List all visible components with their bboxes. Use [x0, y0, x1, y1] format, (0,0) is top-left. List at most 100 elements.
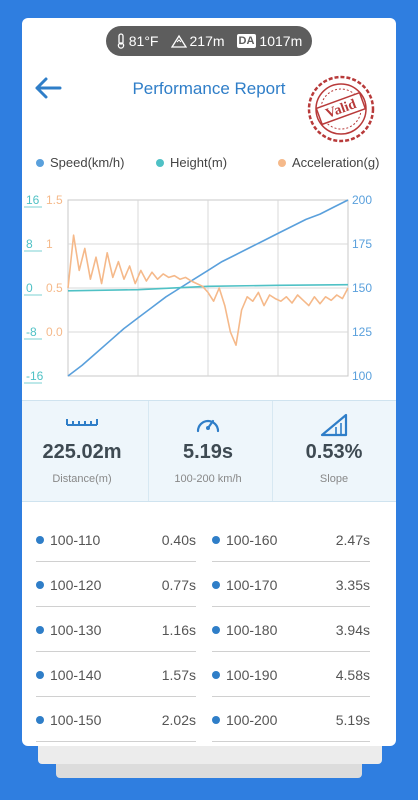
- split-row: 100-120 0.77s 100-170 3.35s: [22, 563, 396, 608]
- split-time: 2.47s: [335, 532, 370, 548]
- split-item: 100-150 2.02s: [36, 712, 196, 730]
- split-underline: [212, 606, 370, 607]
- split-underline: [212, 741, 370, 742]
- split-row: 100-110 0.40s 100-160 2.47s: [22, 518, 396, 563]
- acceleration-axis-tick-label: 1: [46, 237, 53, 251]
- legend-speed: Speed(km/h): [36, 155, 124, 170]
- slope-icon: [320, 413, 348, 437]
- split-bullet: [212, 626, 220, 634]
- legend-acceleration-swatch: [278, 158, 286, 167]
- split-range: 100-160: [226, 532, 278, 548]
- split-item: 100-190 4.58s: [212, 667, 370, 685]
- split-time: 1.57s: [161, 667, 196, 683]
- split-underline: [212, 561, 370, 562]
- split-item: 100-110 0.40s: [36, 532, 196, 550]
- thermometer-icon: [117, 33, 125, 49]
- speed-axis-tick-label: 175: [352, 237, 372, 251]
- split-bullet: [212, 716, 220, 724]
- altitude-status: 217m: [170, 33, 225, 49]
- valid-stamp: Valid: [307, 75, 375, 143]
- temperature-value: 81°F: [128, 33, 159, 49]
- split-row: 100-140 1.57s 100-190 4.58s: [22, 653, 396, 698]
- split-range: 100-170: [226, 577, 278, 593]
- split-time: 0.77s: [161, 577, 196, 593]
- split-time: 3.94s: [335, 622, 370, 638]
- speed-axis-tick-label: 125: [352, 325, 372, 339]
- altitude-value: 217m: [189, 33, 225, 49]
- slope-label: Slope: [319, 473, 349, 485]
- split-underline: [36, 651, 196, 652]
- acceleration-time-value: 5.19s: [182, 441, 234, 463]
- split-item: 100-120 0.77s: [36, 577, 196, 595]
- split-item: 100-130 1.16s: [36, 622, 196, 640]
- speed-axis-tick-label: 150: [352, 281, 372, 295]
- legend-acceleration-label: Acceleration(g): [292, 155, 380, 170]
- split-range: 100-140: [50, 667, 102, 683]
- density-altitude-value: 1017m: [259, 33, 303, 49]
- mountain-icon: [170, 34, 187, 48]
- distance-value: 225.02m: [42, 441, 122, 463]
- legend-speed-label: Speed(km/h): [50, 155, 125, 170]
- legend-speed-swatch: [36, 158, 44, 167]
- split-time: 1.16s: [161, 622, 196, 638]
- height-series-line: [67, 283, 349, 292]
- density-altitude-badge: DA: [236, 34, 257, 48]
- environment-status-pill: 81°F 217m DA 1017m: [106, 26, 312, 56]
- density-altitude-status: DA 1017m: [236, 33, 303, 49]
- split-range: 100-110: [50, 532, 101, 548]
- split-bullet: [36, 536, 44, 544]
- metric-acceleration-time: 5.19s 100-200 km/h: [148, 401, 268, 501]
- split-item: 100-200 5.19s: [212, 712, 370, 730]
- legend-height-label: Height(m): [170, 155, 228, 170]
- height-axis-tick-label: 8: [26, 237, 33, 251]
- legend-acceleration: Acceleration(g): [278, 155, 379, 170]
- performance-chart: 16 8 0 -8 -16 1.5 1 0.5 0.0 200 175 150 125 100: [24, 193, 372, 384]
- split-item: 100-170 3.35s: [212, 577, 370, 595]
- split-item: 100-180 3.94s: [212, 622, 370, 640]
- acceleration-axis-tick-label: 0.5: [46, 281, 63, 295]
- metrics-panel: 225.02m Distance(m) 5.19s 100-200 km/h 0…: [22, 400, 396, 502]
- split-time: 4.58s: [335, 667, 370, 683]
- chart-legend: Speed(km/h) Height(m) Acceleration(g): [22, 155, 396, 173]
- split-underline: [36, 696, 196, 697]
- split-range: 100-120: [50, 577, 102, 593]
- speed-series-line: [67, 199, 349, 377]
- accel-series-line: [67, 234, 349, 346]
- split-time: 5.19s: [335, 712, 370, 728]
- split-row: 100-130 1.16s 100-180 3.94s: [22, 608, 396, 653]
- height-axis-tick-label: -16: [26, 369, 44, 383]
- speedometer-icon: [196, 419, 220, 433]
- speed-axis-tick-label: 200: [352, 193, 372, 207]
- acceleration-axis-tick-label: 1.5: [46, 193, 63, 207]
- split-range: 100-150: [50, 712, 102, 728]
- metric-distance: 225.02m Distance(m): [22, 401, 142, 501]
- legend-height: Height(m): [156, 155, 227, 170]
- ruler-icon: [66, 419, 98, 426]
- slope-value: 0.53%: [305, 441, 363, 463]
- split-bullet: [212, 671, 220, 679]
- split-bullet: [212, 581, 220, 589]
- split-underline: [36, 741, 196, 742]
- split-range: 100-130: [50, 622, 102, 638]
- split-bullet: [36, 716, 44, 724]
- split-range: 100-190: [226, 667, 278, 683]
- split-row: 100-150 2.02s 100-200 5.19s: [22, 698, 396, 743]
- acceleration-time-label: 100-200 km/h: [174, 473, 242, 485]
- split-time: 3.35s: [335, 577, 370, 593]
- speed-axis-tick-label: 100: [352, 369, 372, 383]
- metric-divider: [272, 401, 273, 501]
- distance-label: Distance(m): [52, 473, 112, 485]
- split-item: 100-140 1.57s: [36, 667, 196, 685]
- height-axis-tick-label: 0: [26, 281, 33, 295]
- metric-slope: 0.53% Slope: [274, 401, 394, 501]
- split-range: 100-200: [226, 712, 278, 728]
- temperature-status: 81°F: [116, 33, 159, 49]
- split-underline: [212, 651, 370, 652]
- legend-height-swatch: [156, 158, 164, 167]
- back-arrow-icon[interactable]: [32, 74, 64, 102]
- split-bullet: [36, 581, 44, 589]
- report-card: Performance Report Valid Speed(km/h) Hei…: [22, 18, 396, 746]
- split-underline: [212, 696, 370, 697]
- height-axis-tick-label: 16: [26, 193, 40, 207]
- acceleration-axis-tick-label: 0.0: [46, 325, 63, 339]
